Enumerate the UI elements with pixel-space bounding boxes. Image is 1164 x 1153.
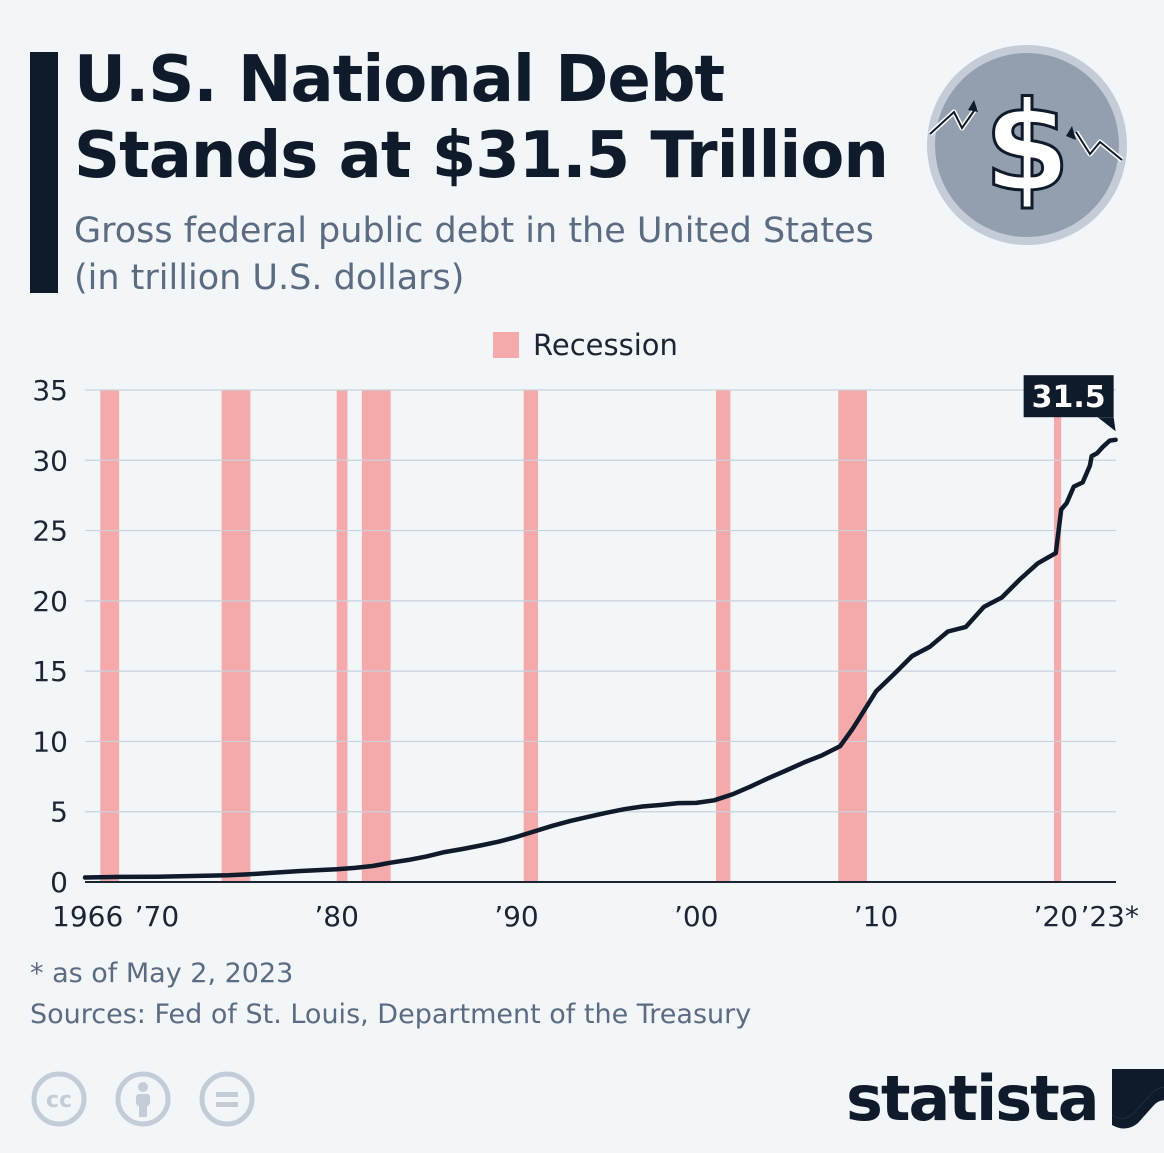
recession-band-7 — [1053, 390, 1062, 882]
y-tick-label-20: 20 — [32, 585, 68, 618]
series-line-debt — [82, 437, 1118, 880]
license-icons: cc — [30, 1070, 256, 1128]
x-tick-label-2020: ’20 — [1034, 900, 1079, 933]
title-line-1: U.S. National Debt — [74, 43, 725, 117]
callout-box — [1023, 375, 1114, 418]
y-tick-label-35: 35 — [32, 374, 68, 407]
creative-commons-icon[interactable]: cc — [30, 1070, 88, 1128]
recession-band-2 — [336, 390, 348, 882]
page-title: U.S. National Debt Stands at $31.5 Trill… — [74, 42, 894, 194]
footnote: * as of May 2, 2023 — [30, 958, 294, 989]
recession-band-0 — [100, 390, 120, 882]
y-tick-label-10: 10 — [32, 725, 68, 758]
x-tick-label-2000: ’00 — [674, 900, 719, 933]
y-tick-label-25: 25 — [32, 515, 68, 548]
recession-band-6 — [838, 390, 868, 882]
x-tick-label-1990: ’90 — [494, 900, 539, 933]
legend-swatch-recession — [493, 332, 519, 358]
debt-line-chart: 0 5 10 15 20 25 30 35 1966 ’70 ’80 ’90 ’00 ’10 ’20’23*… — [32, 374, 1139, 933]
brand-wordmark: statista — [846, 1062, 1100, 1135]
attribution-icon[interactable] — [114, 1070, 172, 1128]
x-tick-label-1980: ’80 — [314, 900, 359, 933]
recession-band-1 — [221, 390, 251, 882]
recession-band-5 — [716, 390, 731, 882]
svg-text:$: $ — [984, 76, 1070, 220]
callout-value-label: 31.5 — [1032, 380, 1106, 415]
statista-logo[interactable]: statista — [846, 1062, 1164, 1135]
statista-mark-icon — [1111, 1068, 1164, 1129]
accent-bar — [30, 52, 58, 293]
callout-pointer — [1097, 417, 1116, 432]
chart-legend: Recession — [493, 328, 678, 362]
page-subtitle: Gross federal public debt in the United … — [74, 208, 904, 302]
x-tick-label-2010: ’10 — [854, 900, 899, 933]
x-tick-label-2023: ’23* — [1080, 900, 1139, 933]
recession-band-4 — [523, 390, 539, 882]
no-derivatives-icon[interactable] — [198, 1070, 256, 1128]
recession-band-3 — [361, 390, 391, 882]
y-tick-label-0: 0 — [50, 866, 68, 899]
y-tick-label-15: 15 — [32, 655, 68, 688]
title-line-2: Stands at $31.5 Trillion — [74, 119, 889, 193]
legend-label-recession: Recession — [533, 328, 678, 362]
svg-text:cc: cc — [46, 1088, 72, 1113]
sources-note: Sources: Fed of St. Louis, Department of… — [30, 999, 752, 1030]
x-tick-label-1970: ’70 — [135, 900, 180, 933]
y-tick-label-30: 30 — [32, 444, 68, 477]
subtitle-line-1: Gross federal public debt in the United … — [74, 211, 874, 251]
subtitle-line-2: (in trillion U.S. dollars) — [74, 258, 465, 298]
x-tick-label-1966: 1966 — [52, 900, 123, 933]
y-tick-label-5: 5 — [50, 796, 68, 829]
dollar-coin-icon: $ — [927, 45, 1127, 245]
